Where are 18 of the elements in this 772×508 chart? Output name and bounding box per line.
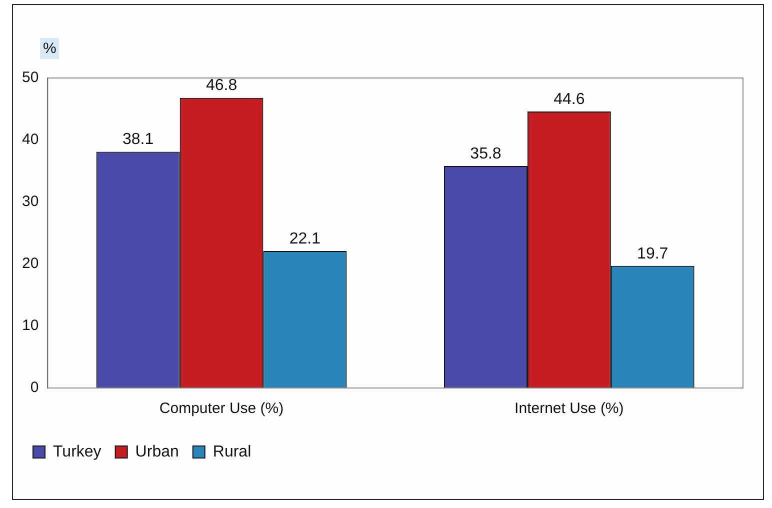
y-tick-label: 10 — [22, 317, 39, 334]
x-tick-label: Internet Use (%) — [514, 400, 624, 418]
data-label: 22.1 — [289, 230, 321, 248]
legend-label: Turkey — [53, 443, 102, 460]
y-tick-label: 20 — [22, 255, 39, 272]
data-label: 35.8 — [470, 145, 502, 162]
y-tick-label: 40 — [22, 131, 39, 148]
legend-label: Urban — [135, 443, 179, 460]
x-tick-label: Computer Use (%) — [159, 400, 284, 418]
y-tick-label: 0 — [30, 379, 39, 396]
data-label: 44.6 — [554, 90, 585, 108]
y-tick-label: 50 — [22, 69, 39, 86]
y-tick-label: 30 — [22, 193, 39, 210]
data-label: 38.1 — [122, 131, 154, 148]
data-label: 19.7 — [637, 245, 668, 262]
y-axis-title: % — [40, 38, 60, 59]
legend-label: Rural — [212, 443, 252, 460]
data-label: 46.8 — [206, 77, 238, 94]
